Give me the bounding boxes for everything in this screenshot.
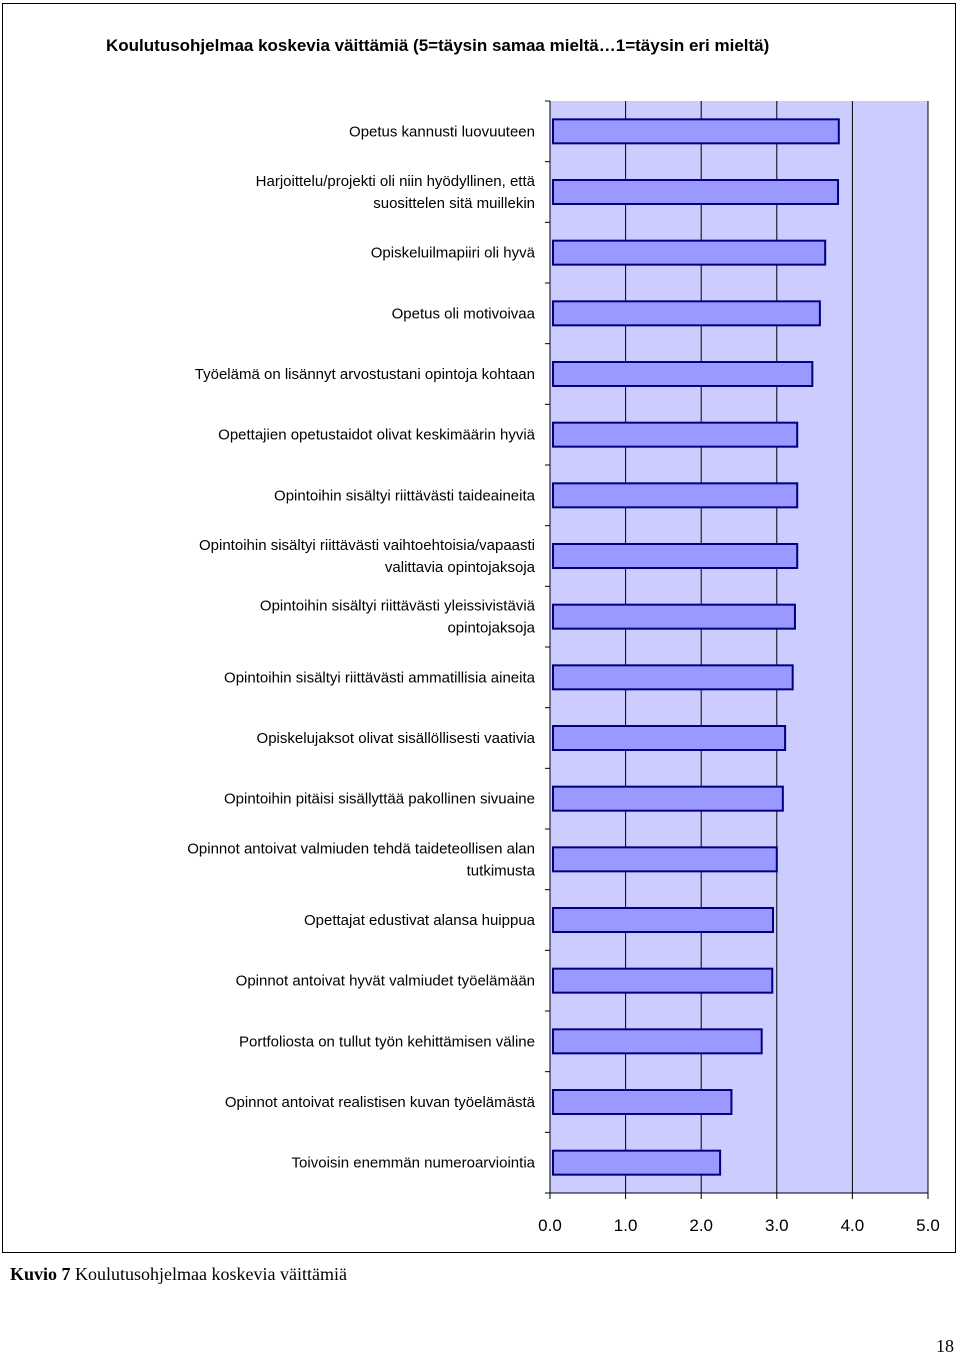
figure-caption: Kuvio 7 Koulutusohjelmaa koskevia väittä… [10, 1264, 347, 1285]
x-tick-label: 4.0 [841, 1216, 865, 1235]
x-tick-label: 0.0 [538, 1216, 562, 1235]
category-label: Opintoihin sisältyi riittävästi vaihtoeh… [199, 537, 536, 576]
category-label: Harjoittelu/projekti oli niin hyödylline… [256, 173, 536, 212]
bar [552, 725, 787, 751]
bar [552, 1089, 733, 1115]
chart-frame [2, 3, 956, 1253]
bar [552, 1149, 722, 1176]
bar [552, 543, 799, 569]
bar [552, 664, 794, 691]
bar [552, 482, 799, 509]
x-tick-label: 5.0 [916, 1216, 940, 1235]
chart-title: Koulutusohjelmaa koskevia väittämiä (5=t… [106, 36, 770, 55]
category-label: Opetus kannusti luovuuteen [349, 123, 535, 140]
plot-area [550, 101, 928, 1193]
bar [552, 179, 840, 205]
category-label: Opettajat edustivat alansa huippua [304, 912, 536, 929]
caption-prefix: Kuvio 7 [10, 1264, 71, 1284]
category-label: Opiskeluilmapiiri oli hyvä [371, 245, 536, 262]
bar [552, 603, 796, 630]
category-label: Opiskelujaksot olivat sisällöllisesti va… [257, 730, 536, 747]
x-tick-label: 3.0 [765, 1216, 789, 1235]
bar [552, 785, 784, 812]
category-label: Toivoisin enemmän numeroarviointia [292, 1155, 536, 1172]
bar-chart: 0.0 1.0 2.0 3.0 4.0 5.0 Opetus kannusti luovuu… [187, 100, 940, 1235]
bar [552, 1028, 763, 1055]
x-tick-label: 1.0 [614, 1216, 638, 1235]
page-number: 18 [936, 1336, 954, 1356]
category-label: Opinnot antoivat hyvät valmiudet työeläm… [236, 973, 535, 990]
bar [552, 300, 821, 327]
category-label: Työelämä on lisännyt arvostustani opinto… [195, 366, 535, 383]
bar [552, 118, 840, 145]
bar [552, 846, 778, 873]
category-label: Opetus oli motivoivaa [392, 305, 536, 322]
category-label: Opintoihin sisältyi riittävästi taideain… [274, 487, 536, 504]
bar [552, 967, 774, 994]
x-tick-label: 2.0 [689, 1216, 713, 1235]
bar [552, 907, 775, 933]
category-label: Portfoliosta on tullut työn kehittämisen… [239, 1033, 535, 1050]
bar [552, 421, 799, 448]
category-label: Opintoihin sisältyi riittävästi ammatill… [224, 669, 536, 686]
bar [552, 239, 827, 266]
category-label: Opintoihin pitäisi sisällyttää pakolline… [224, 791, 535, 808]
category-label: Opinnot antoivat realistisen kuvan työel… [225, 1094, 536, 1111]
caption-text: Koulutusohjelmaa koskevia väittämiä [70, 1264, 347, 1284]
category-label: Opinnot antoivat valmiuden tehdä taidete… [187, 840, 535, 879]
bar [552, 361, 814, 387]
category-label: Opettajien opetustaidot olivat keskimäär… [218, 427, 535, 444]
category-label: Opintoihin sisältyi riittävästi yleissiv… [260, 598, 536, 637]
